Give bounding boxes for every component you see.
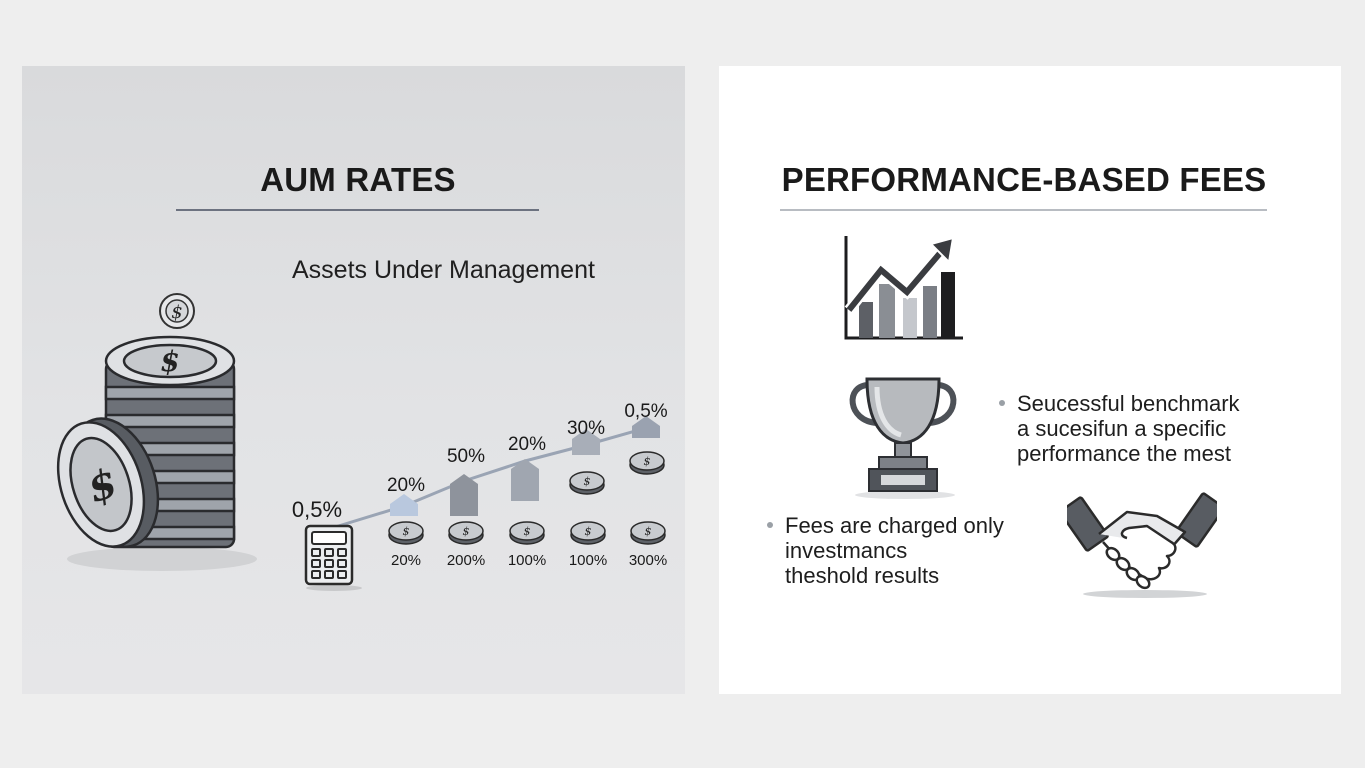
rate-label: 20% <box>387 475 425 496</box>
trophy-icon <box>849 377 957 499</box>
bullet-fees: Fees are charged only investmancs thesho… <box>767 513 1004 588</box>
bullet-line: investmancs <box>785 538 908 563</box>
svg-text:$: $ <box>171 302 182 323</box>
coin-icon <box>509 521 545 541</box>
calculator-icon <box>304 524 362 591</box>
rate-marker <box>390 494 418 516</box>
coin-stack-icon: $ $ $ <box>56 293 257 571</box>
coin-dollar-sign: $ <box>463 525 470 538</box>
rate-label: 30% <box>567 418 605 439</box>
bullet-dot <box>999 400 1005 406</box>
aum-rates-panel: AUM RATES Assets Under Management $ $ <box>22 66 685 694</box>
coin-dollar-sign: $ <box>403 525 410 538</box>
coin-icon <box>388 521 424 541</box>
bullet-dot <box>767 522 773 528</box>
aum-rates-title: AUM RATES <box>260 161 456 198</box>
coin-icon <box>570 521 606 541</box>
rate-label: 20% <box>508 434 546 455</box>
title-underline <box>176 209 539 211</box>
coin-icon <box>630 521 666 541</box>
bullet-line: Seucessful benchmark <box>1017 391 1240 416</box>
coin-dollar-sign: $ <box>585 525 592 538</box>
coin-dollar-sign: $ <box>584 475 591 488</box>
category-label: 200% <box>447 552 485 569</box>
svg-text:$: $ <box>160 345 179 378</box>
handshake-icon <box>1067 492 1217 598</box>
bullet-line: performance the mest <box>1017 441 1231 466</box>
floating-coin-icon: $ <box>159 293 195 329</box>
coin-dollar-sign: $ <box>524 525 531 538</box>
rate-marker <box>450 474 478 516</box>
aum-rate-chart: 0,5%20%50%20%30%0,5%$$$$$$$Sle20%200%100… <box>292 401 668 569</box>
coin-icon <box>629 451 665 471</box>
category-label: 100% <box>508 552 546 569</box>
performance-fees-panel: PERFORMANCE-BASED FEES <box>719 66 1341 694</box>
rate-label: 0,5% <box>624 401 667 422</box>
bullet-benchmark: Seucessful benchmark a sucesifun a speci… <box>999 391 1240 466</box>
rate-marker <box>632 416 660 438</box>
rate-marker <box>572 429 600 455</box>
title-underline <box>780 209 1267 211</box>
coin-icon <box>448 521 484 541</box>
bullet-line: Fees are charged only <box>785 513 1004 538</box>
coin-dollar-sign: $ <box>644 455 651 468</box>
category-label: 100% <box>569 552 607 569</box>
category-label: 300% <box>629 552 667 569</box>
category-label: 20% <box>391 552 421 569</box>
bullet-line: a sucesifun a specific <box>1017 416 1227 441</box>
coin-icon <box>569 471 605 491</box>
growth-chart-icon <box>844 236 963 340</box>
rate-label: 0,5% <box>292 497 342 522</box>
rate-marker <box>511 459 539 501</box>
assets-under-management-subtitle: Assets Under Management <box>292 256 595 284</box>
bullet-line: theshold results <box>785 563 940 588</box>
coin-dollar-sign: $ <box>645 525 652 538</box>
rate-label: 50% <box>447 446 485 467</box>
performance-fees-title: PERFORMANCE-BASED FEES <box>781 161 1267 198</box>
